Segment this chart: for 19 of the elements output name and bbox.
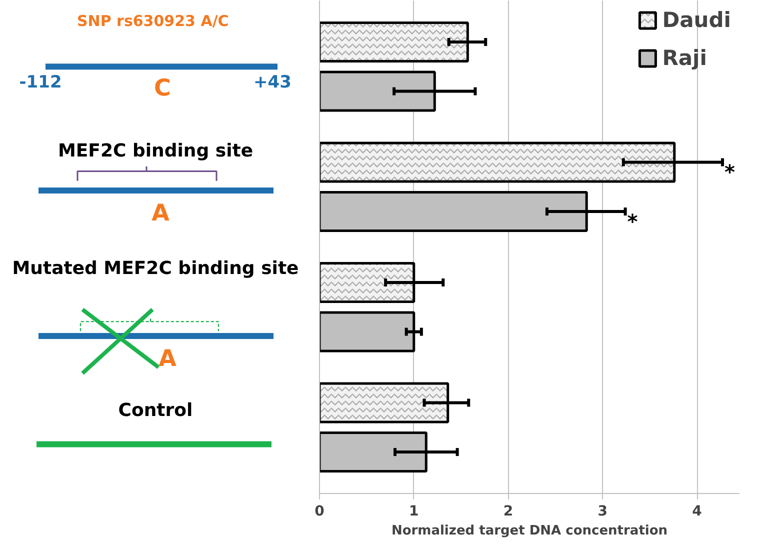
y-tick-label: Mutated MEF2C binding site — [12, 258, 299, 280]
x-tick-label: 3 — [598, 504, 608, 520]
text: C — [154, 75, 171, 102]
x-tick-label: 4 — [692, 504, 702, 520]
x-tick-label: 0 — [314, 504, 325, 520]
y-tick-label: Control — [118, 400, 193, 422]
annotation: * — [627, 210, 638, 234]
text: -112 — [19, 72, 62, 93]
legend-label: Raji — [662, 46, 707, 70]
y-tick-label: SNP rs630923 A/C — [76, 12, 229, 30]
text: A — [152, 200, 170, 226]
x-axis-title: Normalized target DNA concentration — [391, 524, 668, 538]
text: +43 — [254, 72, 292, 93]
legend-label: Daudi — [662, 8, 731, 32]
annotation: * — [724, 160, 736, 184]
x-tick-label: 1 — [409, 504, 419, 520]
text: A — [158, 346, 177, 372]
x-tick-label: 2 — [503, 504, 514, 520]
y-tick-label: MEF2C binding site — [58, 140, 254, 162]
